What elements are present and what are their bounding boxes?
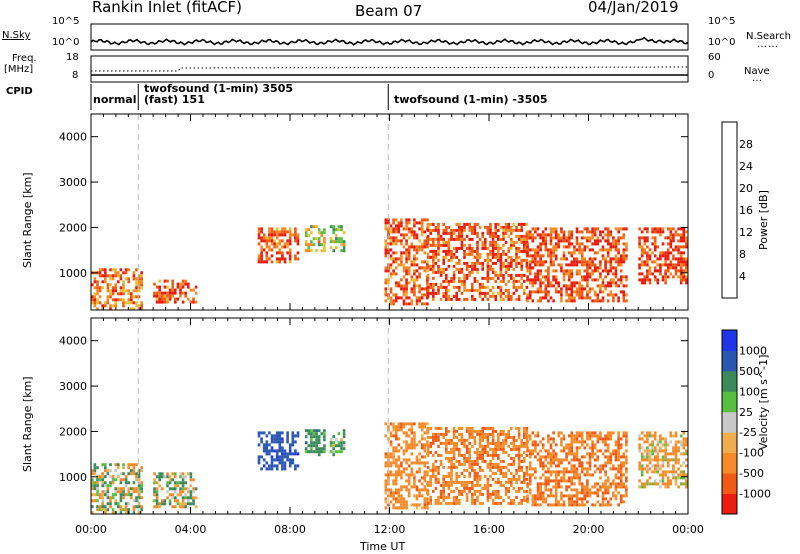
noise-strip-frame (90, 23, 689, 51)
velocity-colorbar-tick: -100 (739, 447, 764, 460)
x-tick-label: 16:00 (473, 523, 505, 536)
freq-unit-label: [MHz] (4, 64, 34, 75)
nsky-label: N.Sky (2, 30, 31, 41)
power-ytick-label: 4000 (59, 131, 87, 144)
nsearch-legend-dots: …… (757, 39, 779, 50)
freq-strip-frame (90, 55, 689, 83)
freq-label: Freq. (12, 53, 37, 64)
velocity-colorbar-swatch (722, 391, 737, 413)
power-panel: 1000 2000 3000 4000 (59, 113, 689, 311)
velocity-ytick-label: 4000 (59, 335, 87, 348)
velocity-colorbar-frame (721, 329, 738, 515)
x-axis-title: Time UT (360, 540, 406, 553)
power-ytick-label: 1000 (59, 267, 87, 280)
velocity-colorbar-tick: 500 (739, 365, 760, 378)
velocity-colorbar-tick: -500 (739, 467, 764, 480)
velocity-colorbar-swatch (722, 411, 737, 433)
nave-label: Nave (744, 66, 770, 77)
freq-bottom-tick: 8 (72, 70, 79, 81)
power-echo-region-4 (329, 225, 346, 253)
velocity-colorbar-swatch (722, 330, 737, 351)
power-colorbar-tick: 4 (739, 270, 746, 283)
noise-bottom-tick-right: 10^0 (708, 37, 736, 48)
noise-top-tick-left: 10^5 (52, 16, 80, 27)
power-echo-region-7 (526, 227, 628, 303)
x-tick-label: 20:00 (573, 523, 605, 536)
nsearch-label: N.Search (746, 31, 792, 42)
power-echo-region-6 (426, 222, 529, 301)
velocity-echo-region-4 (329, 429, 346, 457)
velocity-colorbar-swatch (722, 493, 737, 515)
x-tick-label: 00:00 (672, 523, 704, 536)
velocity-ytick-label: 1000 (59, 471, 87, 484)
velocity-colorbar-swatch (722, 370, 737, 392)
velocity-colorbar-swatch (722, 452, 737, 474)
velocity-echo-region-0 (91, 463, 143, 515)
power-ytick-label: 3000 (59, 176, 87, 189)
power-colorbar-tick: 28 (739, 138, 753, 151)
nave-legend-dots: … (752, 73, 763, 84)
power-echo-region-0 (91, 268, 143, 311)
power-colorbar-tick: 8 (739, 248, 746, 261)
power-echo-region-3 (304, 225, 326, 253)
noise-bottom-tick-left: 10^0 (52, 37, 80, 48)
power-echo-region-1 (153, 279, 198, 304)
power-colorbar-tick: 16 (739, 204, 753, 217)
cpid-mode-normal: normal (93, 93, 137, 106)
nave-top-tick: 60 (708, 52, 721, 63)
date-label: 04/Jan/2019 (588, 0, 679, 16)
x-tick-label: 04:00 (175, 523, 207, 536)
power-echo-region-2 (257, 227, 300, 264)
velocity-colorbar-tick: 100 (739, 385, 760, 398)
velocity-colorbar-swatch (722, 350, 737, 372)
velocity-echo-region-8 (638, 431, 688, 489)
velocity-echo-region-3 (304, 429, 326, 457)
power-colorbar-frame (721, 121, 738, 299)
power-echo-region-5 (384, 218, 429, 306)
nave-bottom-tick: 0 (708, 70, 715, 81)
x-tick-label: 00:00 (75, 523, 107, 536)
nave-trace (91, 66, 689, 72)
velocity-ytick-label: 3000 (59, 380, 87, 393)
cpid-mode-twofsound-neg: twofsound (1-min) -3505 (394, 93, 548, 106)
velocity-echo-region-1 (153, 472, 198, 509)
velocity-colorbar-tick: 25 (739, 406, 753, 419)
cpid-label: CPID (6, 86, 33, 97)
power-colorbar-tick: 20 (739, 182, 753, 195)
nsky-trace (90, 36, 689, 46)
station-title: Rankin Inlet (fitACF) (92, 0, 243, 16)
velocity-colorbar-swatch (722, 432, 737, 454)
velocity-echo-region-5 (384, 422, 429, 510)
cpid-mode-twofsound-line1: twofsound (1-min) 3505 (144, 82, 294, 95)
power-ytick-label: 2000 (59, 221, 87, 234)
power-colorbar-tick: 24 (739, 160, 753, 173)
velocity-colorbar-tick: -1000 (739, 488, 771, 501)
velocity-colorbar-swatch (722, 473, 737, 494)
velocity-panel: 1000 2000 3000 4000 (59, 317, 689, 515)
beam-label: Beam 07 (355, 2, 423, 20)
velocity-colorbar-tick: 1000 (739, 344, 767, 357)
velocity-ytick-label: 2000 (59, 425, 87, 438)
velocity-colorbar-tick: -25 (739, 426, 757, 439)
velocity-echo-region-7 (526, 431, 628, 507)
velocity-echo-region-2 (257, 431, 300, 471)
x-tick-label: 12:00 (374, 523, 406, 536)
cpid-mode-twofsound-line2: (fast) 151 (144, 93, 205, 106)
freq-top-tick: 18 (66, 52, 79, 63)
power-echo-region-8 (638, 227, 688, 285)
noise-top-tick-right: 10^5 (708, 16, 736, 27)
x-tick-label: 08:00 (274, 523, 306, 536)
power-colorbar-tick: 12 (739, 226, 753, 239)
